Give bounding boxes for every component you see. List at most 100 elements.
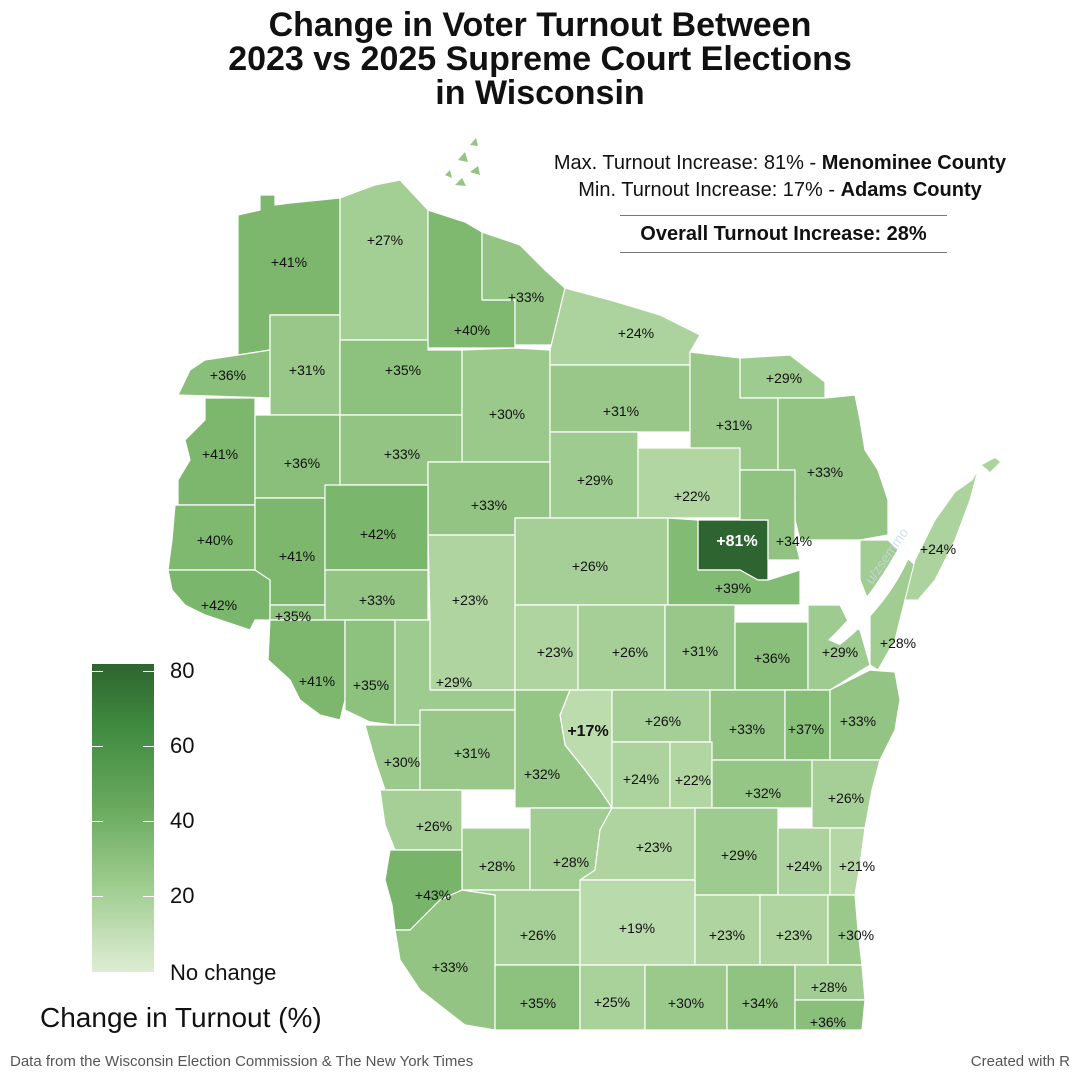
county-label: +23% bbox=[452, 592, 488, 608]
county-label: +29% bbox=[436, 674, 472, 690]
washington-island bbox=[982, 458, 1000, 472]
county-label: +41% bbox=[271, 254, 307, 270]
county-label: +21% bbox=[839, 858, 875, 874]
created-with: Created with R bbox=[970, 1053, 1070, 1070]
county-label: +22% bbox=[675, 772, 711, 788]
legend-tick-40 bbox=[92, 821, 103, 822]
max-turnout-county: Menominee County bbox=[821, 152, 1007, 174]
county-label: +23% bbox=[537, 644, 573, 660]
overall-turnout: Overall Turnout Increase: 28% bbox=[620, 215, 947, 253]
turnout-stats: Max. Turnout Increase: 81% - Menominee C… bbox=[520, 150, 1040, 204]
max-turnout-line: Max. Turnout Increase: 81% - Menominee C… bbox=[520, 150, 1040, 177]
county-shape bbox=[339, 179, 429, 341]
county-label: +34% bbox=[776, 533, 812, 549]
county-shape bbox=[827, 894, 863, 966]
county-shape bbox=[461, 347, 551, 463]
county-label: +28% bbox=[811, 979, 847, 995]
county-label: +25% bbox=[594, 994, 630, 1010]
county-label: +81% bbox=[716, 533, 757, 550]
county-shape bbox=[344, 619, 396, 726]
county-label: +31% bbox=[603, 403, 639, 419]
county-label: +36% bbox=[210, 367, 246, 383]
county-label: +30% bbox=[384, 754, 420, 770]
county-label: +31% bbox=[682, 643, 718, 659]
county-label: +42% bbox=[360, 526, 396, 542]
county-label: +30% bbox=[489, 406, 525, 422]
legend-tick-60-right bbox=[143, 746, 154, 747]
county-label: +43% bbox=[415, 887, 451, 903]
legend-tick-80-right bbox=[143, 671, 154, 672]
county-label: +36% bbox=[754, 650, 790, 666]
county-shape bbox=[829, 827, 866, 896]
county-label: +29% bbox=[766, 370, 802, 386]
legend-label-40: 40 bbox=[170, 808, 195, 833]
county-label: +23% bbox=[636, 839, 672, 855]
county-label: +24% bbox=[623, 771, 659, 787]
legend-tick-40-right bbox=[143, 821, 154, 822]
county-label: +33% bbox=[471, 497, 507, 513]
county-label: +42% bbox=[201, 597, 237, 613]
county-shape bbox=[427, 534, 516, 691]
county-label: +28% bbox=[553, 854, 589, 870]
min-turnout-line: Min. Turnout Increase: 17% - Adams Count… bbox=[520, 177, 1040, 204]
county-label: +30% bbox=[838, 927, 874, 943]
county-label: +32% bbox=[745, 785, 781, 801]
county-label: +24% bbox=[786, 858, 822, 874]
max-turnout-text: Max. Turnout Increase: 81% - bbox=[553, 152, 822, 174]
county-label: +33% bbox=[384, 446, 420, 462]
county-label: +24% bbox=[618, 325, 654, 341]
label-layer: +41% +27% +40% +33% +36% +31% +35% +30% +24% +31%… bbox=[197, 232, 956, 1030]
min-turnout-county: Adams County bbox=[840, 179, 982, 201]
county-shape bbox=[167, 569, 271, 631]
county-label: +40% bbox=[454, 322, 490, 338]
county-label: +27% bbox=[367, 232, 403, 248]
county-label: +33% bbox=[508, 289, 544, 305]
county-label: +35% bbox=[520, 995, 556, 1011]
county-label: +26% bbox=[416, 818, 452, 834]
legend-label-60: 60 bbox=[170, 733, 195, 758]
county-label: +37% bbox=[788, 721, 824, 737]
legend-label-no-change: No change bbox=[170, 960, 277, 985]
county-label: +26% bbox=[572, 558, 608, 574]
county-label: +36% bbox=[284, 455, 320, 471]
legend-tick-60 bbox=[92, 746, 103, 747]
county-label: +30% bbox=[668, 995, 704, 1011]
color-scale-bar bbox=[92, 664, 154, 972]
county-shape bbox=[739, 469, 801, 561]
county-shape bbox=[637, 447, 741, 519]
county-label: +33% bbox=[840, 713, 876, 729]
county-label: +39% bbox=[715, 580, 751, 596]
county-label: +26% bbox=[828, 790, 864, 806]
door-peninsula bbox=[904, 469, 979, 601]
county-label: +28% bbox=[880, 635, 916, 651]
county-label: +24% bbox=[920, 541, 956, 557]
apostle-islands bbox=[445, 138, 480, 186]
county-label: +26% bbox=[520, 927, 556, 943]
county-label: +35% bbox=[275, 608, 311, 624]
county-label: +31% bbox=[289, 362, 325, 378]
county-shape bbox=[267, 619, 346, 721]
title-line-1: Change in Voter Turnout Between bbox=[268, 6, 812, 44]
county-layer bbox=[167, 179, 979, 1031]
county-label: +41% bbox=[299, 673, 335, 689]
county-label: +35% bbox=[385, 362, 421, 378]
county-shape bbox=[394, 889, 496, 1031]
county-label: +32% bbox=[524, 766, 560, 782]
county-label: +19% bbox=[619, 920, 655, 936]
county-label: +41% bbox=[279, 548, 315, 564]
county-label: +35% bbox=[353, 677, 389, 693]
county-label: +36% bbox=[810, 1014, 846, 1030]
county-label: +26% bbox=[612, 644, 648, 660]
legend-label-80: 80 bbox=[170, 658, 195, 683]
data-source: Data from the Wisconsin Election Commiss… bbox=[10, 1053, 474, 1070]
legend-tick-20 bbox=[92, 896, 103, 897]
county-shape bbox=[549, 364, 691, 433]
county-label: +23% bbox=[776, 927, 812, 943]
county-label: +17% bbox=[567, 723, 608, 740]
county-label: +22% bbox=[674, 488, 710, 504]
county-label: +31% bbox=[454, 745, 490, 761]
county-label: +31% bbox=[716, 417, 752, 433]
county-label: +33% bbox=[359, 592, 395, 608]
county-label: +33% bbox=[432, 959, 468, 975]
